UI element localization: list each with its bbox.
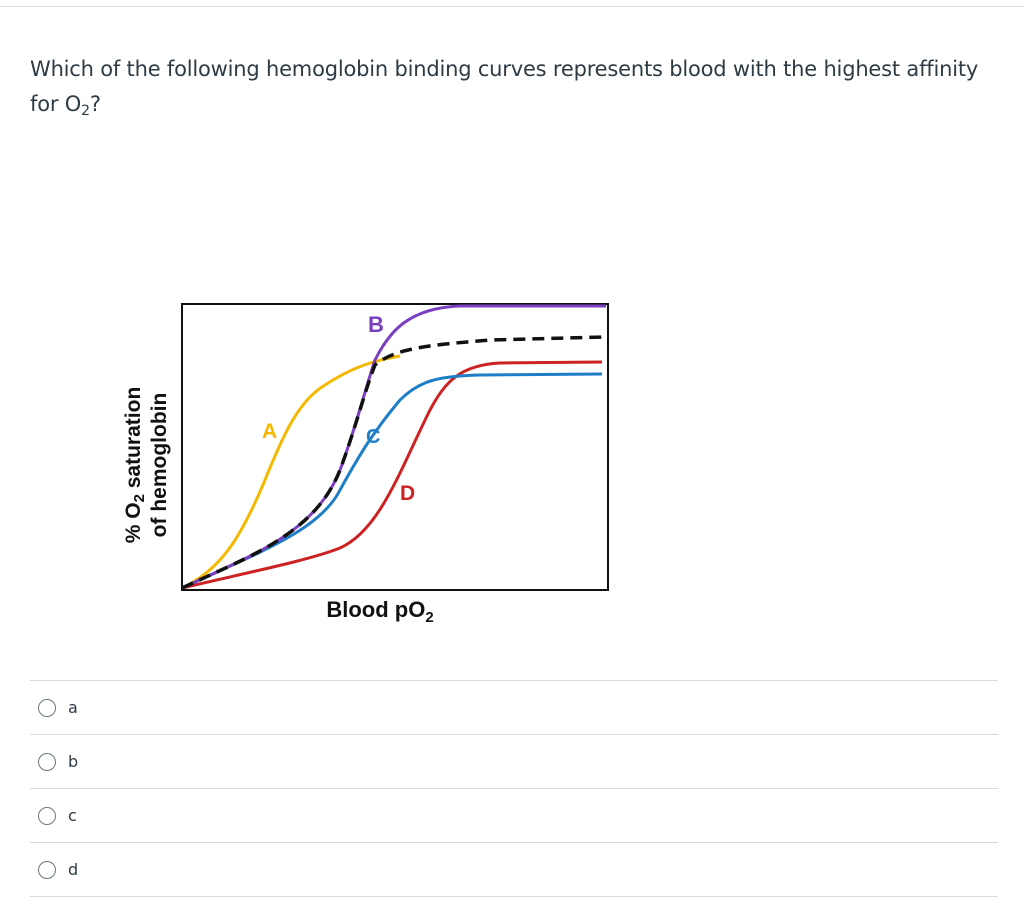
- oxygen-dissociation-figure: % O2 saturation of hemoglobin A B C D Bl…: [100, 290, 640, 640]
- answer-option-d[interactable]: d: [30, 842, 998, 897]
- plot-frame: [181, 303, 609, 591]
- y-label-line1-post: saturation: [122, 387, 145, 494]
- answer-option-a[interactable]: a: [30, 680, 998, 734]
- answer-label-d: d: [68, 860, 79, 879]
- y-label-line1-pre: % O: [122, 502, 145, 543]
- curve-reference-dashed: [181, 335, 607, 590]
- curve-label-a: A: [262, 420, 277, 443]
- y-label-line1-sub: 2: [131, 494, 148, 502]
- oxygen-dissociation-chart: % O2 saturation of hemoglobin A B C D Bl…: [122, 303, 609, 626]
- curve-label-c: C: [366, 426, 380, 448]
- curve-d: [181, 360, 603, 590]
- answer-label-b: b: [68, 752, 79, 771]
- question-text: Which of the following hemoglobin bindin…: [30, 52, 990, 122]
- y-axis-label: % O2 saturation of hemoglobin: [122, 387, 171, 544]
- radio-button-c[interactable]: [38, 806, 56, 825]
- y-label-line2: of hemoglobin: [148, 393, 171, 538]
- answer-list: a b c d: [30, 680, 998, 897]
- curve-label-d: D: [400, 482, 415, 505]
- top-divider: [0, 6, 1024, 7]
- answer-option-c[interactable]: c: [30, 788, 998, 842]
- curve-label-b: B: [368, 312, 384, 337]
- radio-button-a[interactable]: [38, 698, 56, 717]
- x-label-sub: 2: [425, 609, 433, 626]
- svg-text:% O2 saturation: % O2 saturation: [122, 387, 148, 544]
- answer-label-c: c: [68, 806, 77, 825]
- x-axis-label: Blood pO2: [326, 597, 433, 626]
- answer-option-b[interactable]: b: [30, 734, 998, 788]
- radio-button-d[interactable]: [38, 860, 56, 879]
- answer-label-a: a: [68, 698, 78, 717]
- question-text-main: Which of the following hemoglobin bindin…: [30, 57, 979, 116]
- x-label-pre: Blood pO: [326, 597, 425, 622]
- radio-button-b[interactable]: [38, 752, 56, 771]
- question-text-subscript: 2: [81, 103, 90, 119]
- curve-a: [181, 354, 401, 590]
- question-text-end: ?: [89, 92, 101, 116]
